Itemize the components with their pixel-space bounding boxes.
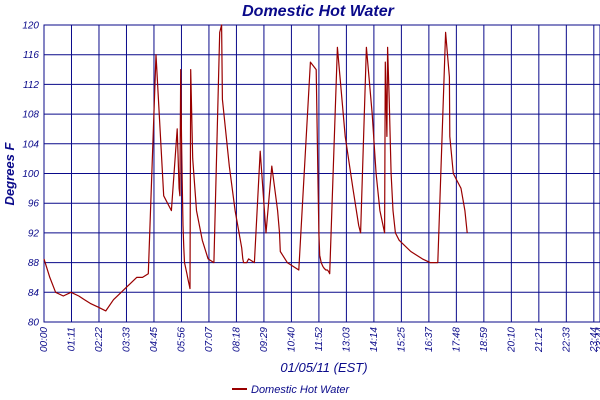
y-tick-label: 88	[28, 258, 40, 269]
y-tick-label: 84	[28, 288, 40, 299]
x-tick-label: 08:18	[231, 327, 242, 352]
x-tick-label: 05:56	[176, 327, 187, 352]
x-tick-label: 17:48	[451, 327, 462, 352]
x-tick-label: 02:22	[94, 327, 105, 352]
x-tick-label: 18:59	[479, 327, 490, 352]
x-tick-label: 21:21	[534, 327, 545, 353]
x-tick-label: 09:29	[259, 327, 270, 352]
series-line-domestic-hot-water	[43, 24, 468, 312]
grid	[44, 24, 600, 323]
y-tick-label: 80	[28, 318, 40, 329]
y-tick-label: 104	[22, 139, 39, 150]
y-tick-label: 100	[22, 169, 39, 180]
chart-title: Domestic Hot Water	[242, 3, 395, 20]
x-tick-label: 07:07	[204, 327, 215, 352]
series-group	[43, 24, 468, 312]
x-tick-label: 15:25	[396, 327, 407, 352]
y-tick-label: 120	[22, 21, 39, 32]
y-tick-labels: 80 84 88 92 96 100 104 108 112 116 120	[22, 21, 39, 329]
x-tick-label: 10:40	[286, 327, 297, 352]
x-tick-label: 11:52	[314, 327, 325, 352]
y-tick-label: 92	[28, 228, 40, 239]
x-tick-label: 23:44	[589, 327, 600, 353]
x-tick-label: 00:00	[39, 327, 50, 352]
x-tick-label: 14:14	[369, 327, 380, 352]
y-tick-label: 112	[23, 80, 39, 91]
y-tick-label: 116	[23, 50, 39, 61]
x-tick-label: 20:10	[506, 327, 517, 353]
y-tick-label: 108	[22, 110, 39, 121]
x-tick-label: 23:44	[595, 327, 600, 353]
x-tick-label: 22:33	[561, 327, 572, 353]
x-tick-label: 03:33	[121, 327, 132, 352]
plot-frame	[43, 24, 600, 323]
legend-label: Domestic Hot Water	[251, 384, 351, 396]
x-tick-label: 13:03	[341, 327, 352, 352]
x-tick-label: 04:45	[149, 327, 160, 352]
x-axis-label: 01/05/11 (EST)	[280, 360, 367, 375]
x-tick-labels: 00:00 01:11 02:22 03:33 04:45 05:56 07:07 08:18…	[39, 327, 600, 353]
y-axis-label: Degrees F	[2, 142, 17, 206]
x-tick-label: 16:37	[424, 327, 435, 352]
y-tick-label: 96	[28, 199, 40, 210]
x-tick-label: 01:11	[66, 327, 77, 351]
